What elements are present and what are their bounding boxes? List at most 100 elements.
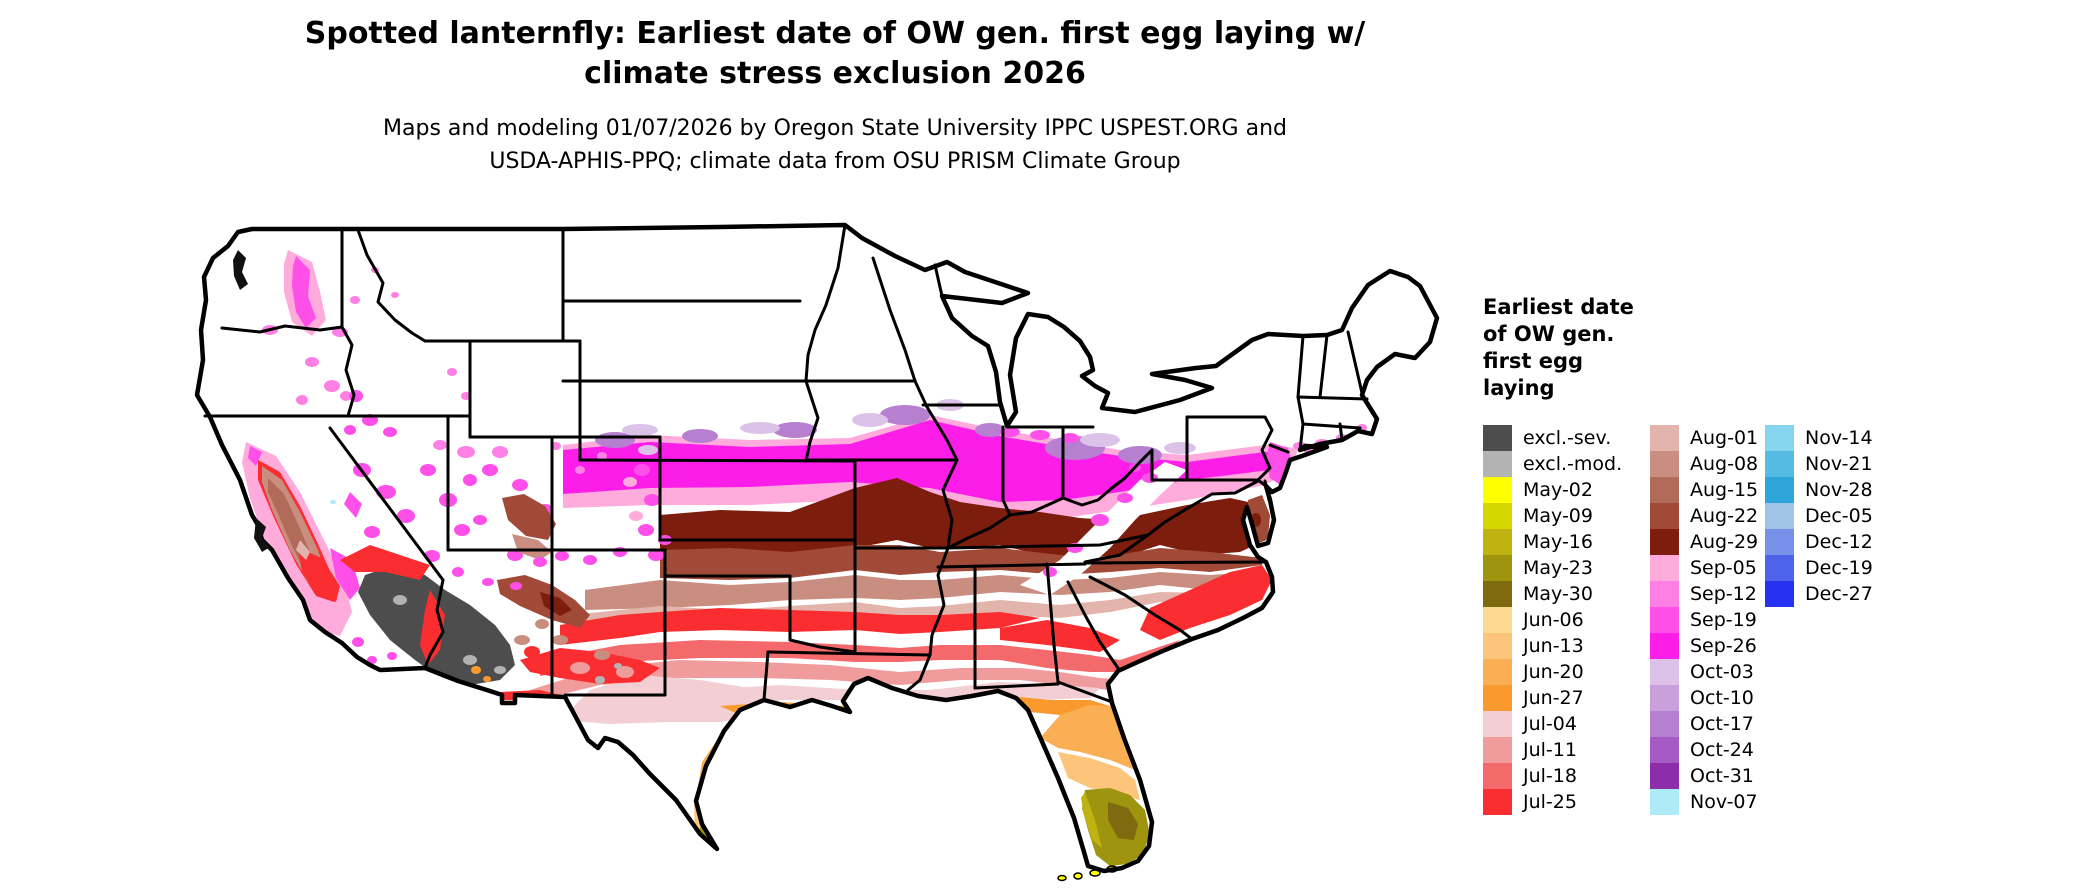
legend-swatch	[1483, 451, 1512, 477]
legend-swatch	[1765, 503, 1794, 529]
legend-swatch	[1650, 425, 1679, 451]
legend-item: Jul-18	[1483, 763, 1622, 789]
legend-label: May-09	[1523, 505, 1593, 527]
legend-label: Jun-20	[1523, 661, 1584, 683]
legend-item: Aug-15	[1650, 477, 1758, 503]
legend-label: May-16	[1523, 531, 1593, 553]
legend-item: Jun-20	[1483, 659, 1622, 685]
title-line-1: Spotted lanternfly: Earliest date of OW …	[304, 16, 1366, 51]
legend-item: Jun-13	[1483, 633, 1622, 659]
legend-label: Jun-13	[1523, 635, 1584, 657]
legend-item: Nov-14	[1765, 425, 1873, 451]
legend-label: Oct-31	[1690, 765, 1754, 787]
legend-item: Aug-08	[1650, 451, 1758, 477]
legend-label: Dec-12	[1805, 531, 1873, 553]
legend-swatch	[1483, 555, 1512, 581]
legend-swatch	[1650, 711, 1679, 737]
legend-label: Sep-05	[1690, 557, 1757, 579]
legend-column-1: excl.-sev. excl.-mod. May-02 May-09 May-16 Ma…	[1483, 425, 1622, 815]
legend-item: May-16	[1483, 529, 1622, 555]
subtitle-line-1: Maps and modeling 01/07/2026 by Oregon S…	[383, 116, 1287, 141]
legend-swatch	[1765, 425, 1794, 451]
legend-swatch	[1765, 451, 1794, 477]
legend-label: May-30	[1523, 583, 1593, 605]
legend-item: Dec-19	[1765, 555, 1873, 581]
legend-column-3: Nov-14 Nov-21 Nov-28 Dec-05 Dec-12 Dec-19 Dec-…	[1765, 425, 1873, 607]
legend-label: Oct-03	[1690, 661, 1754, 683]
legend-label: Sep-26	[1690, 635, 1757, 657]
legend-label: Jul-25	[1523, 791, 1577, 813]
legend-item: Sep-05	[1650, 555, 1758, 581]
legend-label: Oct-10	[1690, 687, 1754, 709]
legend-swatch	[1483, 659, 1512, 685]
legend-swatch	[1483, 503, 1512, 529]
legend-label: Aug-15	[1690, 479, 1759, 501]
legend-label: Nov-21	[1805, 453, 1873, 475]
legend-label: Oct-17	[1690, 713, 1754, 735]
legend-label: Aug-29	[1690, 531, 1759, 553]
legend-item: Jun-27	[1483, 685, 1622, 711]
legend-swatch	[1650, 555, 1679, 581]
legend-item: Jun-06	[1483, 607, 1622, 633]
legend-swatch	[1765, 477, 1794, 503]
legend-label: Jun-27	[1523, 687, 1584, 709]
legend-label: excl.-mod.	[1523, 453, 1623, 475]
legend-column-2: Aug-01 Aug-08 Aug-15 Aug-22 Aug-29 Sep-05 Sep-…	[1650, 425, 1758, 815]
legend-title-line: laying	[1483, 376, 1555, 400]
legend-swatch	[1483, 763, 1512, 789]
legend-swatch	[1650, 607, 1679, 633]
legend-swatch	[1650, 477, 1679, 503]
legend-item: Oct-17	[1650, 711, 1758, 737]
legend-label: Jun-06	[1523, 609, 1584, 631]
legend-label: excl.-sev.	[1523, 427, 1612, 449]
state-borders	[203, 223, 1369, 704]
legend-swatch	[1483, 789, 1512, 815]
legend-title: Earliest date of OW gen. first egg layin…	[1483, 294, 1634, 402]
legend-item: Jul-04	[1483, 711, 1622, 737]
title-line-2: climate stress exclusion 2026	[584, 56, 1086, 91]
legend-item: Jul-11	[1483, 737, 1622, 763]
legend-label: Sep-12	[1690, 583, 1757, 605]
legend-swatch	[1483, 477, 1512, 503]
legend-label: Dec-27	[1805, 583, 1873, 605]
legend-title-line: Earliest date	[1483, 295, 1634, 319]
legend-item: Oct-03	[1650, 659, 1758, 685]
puget-sound	[233, 250, 248, 290]
legend-item: Nov-28	[1765, 477, 1873, 503]
page-title: Spotted lanternfly: Earliest date of OW …	[0, 14, 1670, 94]
legend-item: Sep-26	[1650, 633, 1758, 659]
legend-swatch	[1483, 529, 1512, 555]
legend-item: Dec-27	[1765, 581, 1873, 607]
legend-item: May-02	[1483, 477, 1622, 503]
legend-swatch	[1483, 711, 1512, 737]
legend-item: Dec-12	[1765, 529, 1873, 555]
legend-label: Dec-19	[1805, 557, 1873, 579]
legend-label: Jul-18	[1523, 765, 1577, 787]
legend-swatch	[1483, 581, 1512, 607]
legend-swatch	[1650, 763, 1679, 789]
legend-item: Nov-21	[1765, 451, 1873, 477]
legend-swatch	[1483, 607, 1512, 633]
legend-label: Nov-14	[1805, 427, 1873, 449]
legend-swatch	[1650, 659, 1679, 685]
legend-item: May-30	[1483, 581, 1622, 607]
legend-label: Aug-08	[1690, 453, 1759, 475]
legend-swatch	[1483, 737, 1512, 763]
legend-item: excl.-mod.	[1483, 451, 1622, 477]
legend-item: Jul-25	[1483, 789, 1622, 815]
legend-swatch	[1765, 529, 1794, 555]
legend-label: Dec-05	[1805, 505, 1873, 527]
legend-item: Oct-10	[1650, 685, 1758, 711]
legend-swatch	[1650, 451, 1679, 477]
legend-swatch	[1765, 555, 1794, 581]
legend-swatch	[1650, 503, 1679, 529]
legend-item: Sep-12	[1650, 581, 1758, 607]
legend-label: Sep-19	[1690, 609, 1757, 631]
legend-label: May-02	[1523, 479, 1593, 501]
legend-item: Aug-29	[1650, 529, 1758, 555]
legend-title-line: of OW gen.	[1483, 322, 1615, 346]
legend-label: Aug-01	[1690, 427, 1759, 449]
legend-label: May-23	[1523, 557, 1593, 579]
legend-item: May-23	[1483, 555, 1622, 581]
